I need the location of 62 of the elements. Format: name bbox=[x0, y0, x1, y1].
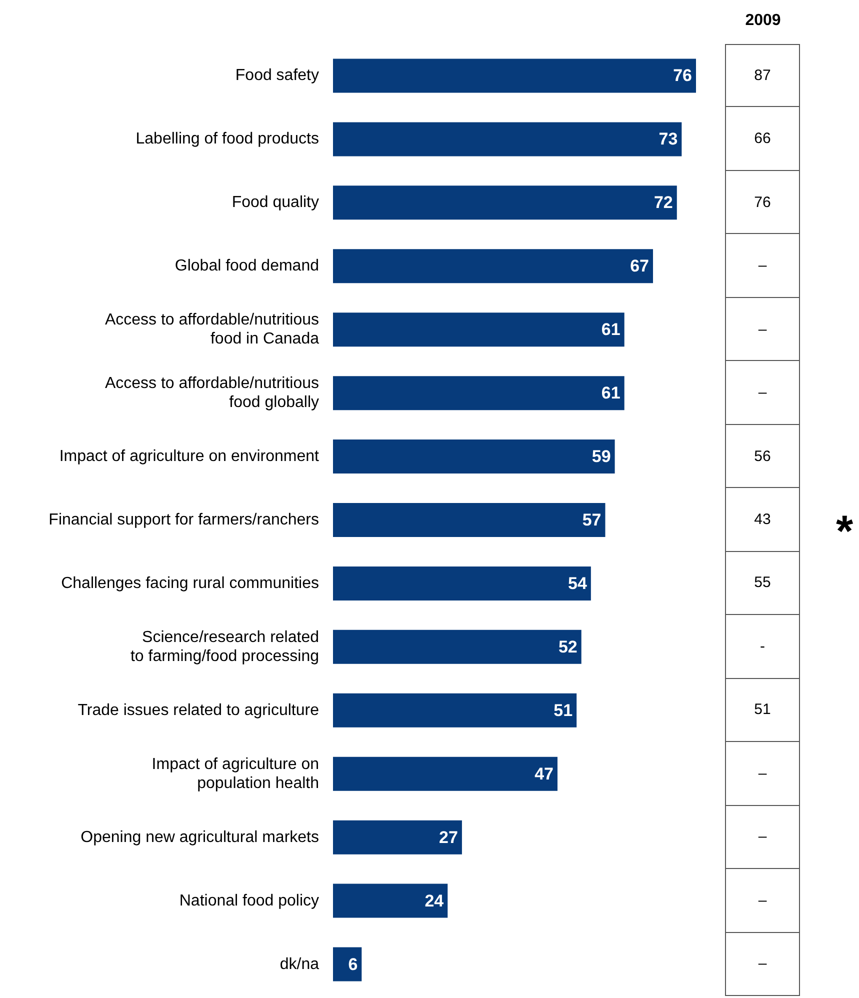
data-label: 67 bbox=[630, 256, 650, 276]
y-tick-label: Impact of agriculture on environment bbox=[59, 448, 320, 466]
y-tick-label: National food policy bbox=[179, 892, 319, 910]
data-label: 57 bbox=[582, 510, 602, 530]
text: 55 bbox=[725, 552, 800, 616]
text: – bbox=[725, 869, 800, 933]
bar bbox=[333, 186, 677, 220]
y-tick-label: Challenges facing rural communities bbox=[61, 574, 319, 592]
bar bbox=[333, 947, 362, 982]
bar bbox=[333, 312, 624, 347]
y-tick-label: Opening new agricultural markets bbox=[80, 828, 319, 846]
data-label: 61 bbox=[601, 320, 620, 340]
data-label: 61 bbox=[601, 384, 620, 403]
data-label: 76 bbox=[673, 66, 692, 86]
y-tick-label: Science/research related to farming/food processing bbox=[130, 628, 319, 665]
data-label: 51 bbox=[554, 700, 573, 720]
bar bbox=[333, 440, 615, 474]
bar bbox=[333, 58, 696, 93]
y-tick-label: Labelling of food products bbox=[136, 130, 319, 148]
bar bbox=[333, 630, 582, 664]
y-tick-label: Access to affordable/nutritious food in Canada bbox=[104, 312, 320, 348]
data-label: 47 bbox=[534, 764, 554, 784]
text: – bbox=[725, 298, 800, 362]
text: 66 bbox=[725, 107, 800, 171]
bar bbox=[333, 820, 462, 854]
bar bbox=[333, 756, 558, 791]
bar bbox=[333, 376, 624, 410]
bar bbox=[333, 249, 654, 284]
data-label: 72 bbox=[654, 193, 673, 212]
text: 56 bbox=[725, 424, 800, 488]
data-label: 59 bbox=[592, 447, 611, 466]
data-label: 73 bbox=[658, 130, 678, 149]
bar bbox=[333, 693, 577, 728]
bar bbox=[333, 503, 606, 537]
data-label: 54 bbox=[568, 574, 588, 593]
bar bbox=[333, 566, 591, 600]
y-tick-label: Trade issues related to agriculture bbox=[78, 702, 320, 719]
text: – bbox=[725, 806, 800, 870]
text: 2009 bbox=[744, 12, 782, 30]
y-tick-label: Food quality bbox=[232, 194, 319, 212]
y-tick-label: Financial support for farmers/ranchers bbox=[48, 512, 319, 528]
data-label: 24 bbox=[424, 891, 444, 910]
y-tick-label: Access to affordable/nutritious food globally bbox=[104, 375, 319, 412]
data-label: 52 bbox=[558, 637, 578, 656]
bar bbox=[333, 884, 448, 918]
y-tick-label: Impact of agriculture on population health bbox=[152, 756, 319, 792]
bar bbox=[333, 122, 682, 156]
y-tick-label: Global food demand bbox=[174, 258, 319, 275]
y-tick-label: Food safety bbox=[235, 67, 319, 84]
data-label: 27 bbox=[439, 828, 458, 847]
text: * bbox=[836, 507, 854, 556]
text: - bbox=[725, 615, 800, 679]
text: – bbox=[725, 742, 800, 806]
text: – bbox=[725, 361, 800, 425]
text: 76 bbox=[725, 170, 800, 234]
text: – bbox=[725, 234, 800, 298]
text: 43 bbox=[725, 488, 800, 552]
text: – bbox=[725, 932, 800, 996]
y-tick-label: dk/na bbox=[280, 956, 320, 973]
text: 87 bbox=[725, 44, 800, 108]
text: 51 bbox=[725, 678, 800, 742]
data-label: 6 bbox=[348, 954, 358, 974]
